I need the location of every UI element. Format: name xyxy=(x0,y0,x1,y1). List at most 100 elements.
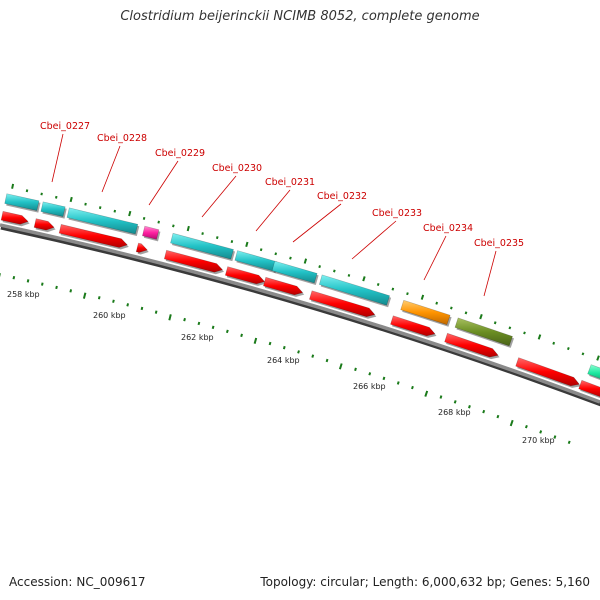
outer-tick-mark xyxy=(347,274,351,277)
outer-tick-mark xyxy=(245,241,249,248)
outer-tick-mark xyxy=(406,292,409,296)
scale-tick-mark xyxy=(567,440,571,445)
length-label: Length: xyxy=(372,575,419,589)
scale-tick-mark xyxy=(12,275,16,280)
scale-tick-mark xyxy=(240,333,243,338)
outer-tick-mark xyxy=(25,189,29,193)
feature-cyan-6 xyxy=(234,250,278,272)
scale-tick-mark xyxy=(325,358,329,363)
cds-arrow-11 xyxy=(515,357,580,387)
scale-tick-mark xyxy=(126,303,130,307)
scale-tick-mark xyxy=(69,289,73,293)
scale-tick-mark xyxy=(396,381,400,385)
scale-tick-mark xyxy=(225,329,229,334)
outer-tick-mark xyxy=(142,216,146,220)
outer-tick-mark xyxy=(40,192,43,196)
labels-layer: Cbei_0227Cbei_0228Cbei_0229Cbei_0230Cbei… xyxy=(40,121,524,297)
gene-leader-line xyxy=(51,133,64,183)
scale-label: 260 kbp xyxy=(93,311,126,320)
outer-tick-mark xyxy=(581,352,585,356)
outer-tick-mark xyxy=(289,256,292,260)
scale-tick-mark xyxy=(382,376,386,381)
outer-tick-mark xyxy=(230,240,234,244)
outer-tick-mark xyxy=(333,269,336,273)
scale-ticks-layer: 258 kbp 260 kbp 262 kbp 264 kbp 266 kbp 268 k… xyxy=(0,183,600,445)
outer-tick-mark xyxy=(420,294,425,300)
outer-tick-mark xyxy=(376,282,380,287)
features-layer xyxy=(0,193,600,407)
outer-tick-mark xyxy=(186,225,190,232)
feature-cyan-7 xyxy=(271,260,318,284)
scale-tick-mark xyxy=(183,317,186,322)
scale-tick-mark xyxy=(338,363,343,370)
feature-cyan-3 xyxy=(66,207,139,235)
gene-label: Cbei_0229 xyxy=(155,148,205,159)
outer-tick-mark xyxy=(274,252,278,256)
scale-tick-mark xyxy=(524,424,528,429)
scale-tick-mark xyxy=(468,405,471,409)
outer-tick-mark xyxy=(523,331,526,335)
topology-value: circular xyxy=(320,575,365,589)
scale-tick-mark xyxy=(453,400,457,404)
accession-info: Accession: NC_009617 xyxy=(9,575,146,589)
gene-label: Cbei_0235 xyxy=(474,238,524,249)
scale-tick-mark xyxy=(55,285,58,290)
feature-teal-11 xyxy=(587,364,600,379)
outer-tick-mark xyxy=(464,311,468,315)
scale-tick-mark xyxy=(268,341,272,346)
cds-arrow-6 xyxy=(224,266,266,285)
outer-tick-mark xyxy=(552,341,556,345)
gene-leader-line xyxy=(101,145,121,193)
feature-cyan-5 xyxy=(170,232,234,260)
outer-tick-mark xyxy=(113,209,117,213)
gene-leader-line xyxy=(148,160,179,206)
scale-tick-mark xyxy=(26,279,30,283)
outer-tick-mark xyxy=(537,334,542,340)
scale-tick-mark xyxy=(168,314,172,321)
gene-label: Cbei_0228 xyxy=(97,133,147,144)
feature-cyan-2 xyxy=(40,201,66,217)
gene-label: Cbei_0230 xyxy=(212,163,262,174)
gene-label: Cbei_0232 xyxy=(317,191,367,202)
gene-label: Cbei_0233 xyxy=(372,208,422,219)
outer-tick-mark xyxy=(596,355,600,361)
scale-label: 258 kbp xyxy=(7,290,40,299)
scale-tick-mark xyxy=(197,321,201,326)
gene-leader-line xyxy=(351,220,397,260)
feature-orange-9 xyxy=(400,299,451,326)
cds-arrow-7 xyxy=(263,276,304,296)
outer-tick-mark xyxy=(450,306,453,310)
scale-tick-mark xyxy=(496,414,500,419)
outer-tick-mark xyxy=(201,232,204,236)
scale-label: 268 kbp xyxy=(438,408,471,417)
genome-backbone xyxy=(0,223,600,404)
scale-tick-mark xyxy=(553,435,557,439)
scale-tick-mark xyxy=(41,282,44,286)
outer-tick-mark xyxy=(11,183,15,189)
genes-value: 5,160 xyxy=(555,575,590,589)
scale-tick-mark xyxy=(311,354,315,358)
outer-tick-mark xyxy=(318,265,321,269)
outer-tick-mark xyxy=(69,196,73,203)
gene-leader-line xyxy=(292,203,342,243)
scale-label: 266 kbp xyxy=(353,382,386,391)
outer-tick-mark xyxy=(566,347,570,351)
scale-tick-mark xyxy=(411,385,414,390)
gene-leader-line xyxy=(423,235,447,281)
cds-arrow-8 xyxy=(309,290,376,318)
feature-cyan-1 xyxy=(4,193,40,211)
scale-label: 262 kbp xyxy=(181,333,214,342)
outer-tick-mark xyxy=(172,224,175,228)
outer-tick-mark xyxy=(84,202,87,206)
outer-tick-mark xyxy=(479,313,483,320)
scale-tick-mark xyxy=(439,395,443,399)
scale-tick-mark xyxy=(140,306,144,311)
feature-magenta-4 xyxy=(142,225,160,240)
scale-tick-mark xyxy=(211,325,215,330)
cds-arrow-2 xyxy=(33,218,55,231)
outer-tick-mark xyxy=(362,276,366,282)
gene-leader-line xyxy=(255,189,291,232)
outer-tick-mark xyxy=(508,326,512,330)
genome-summary: Topology: circular; Length: 6,000,632 bp… xyxy=(260,575,590,589)
cds-arrow-10 xyxy=(444,332,499,358)
